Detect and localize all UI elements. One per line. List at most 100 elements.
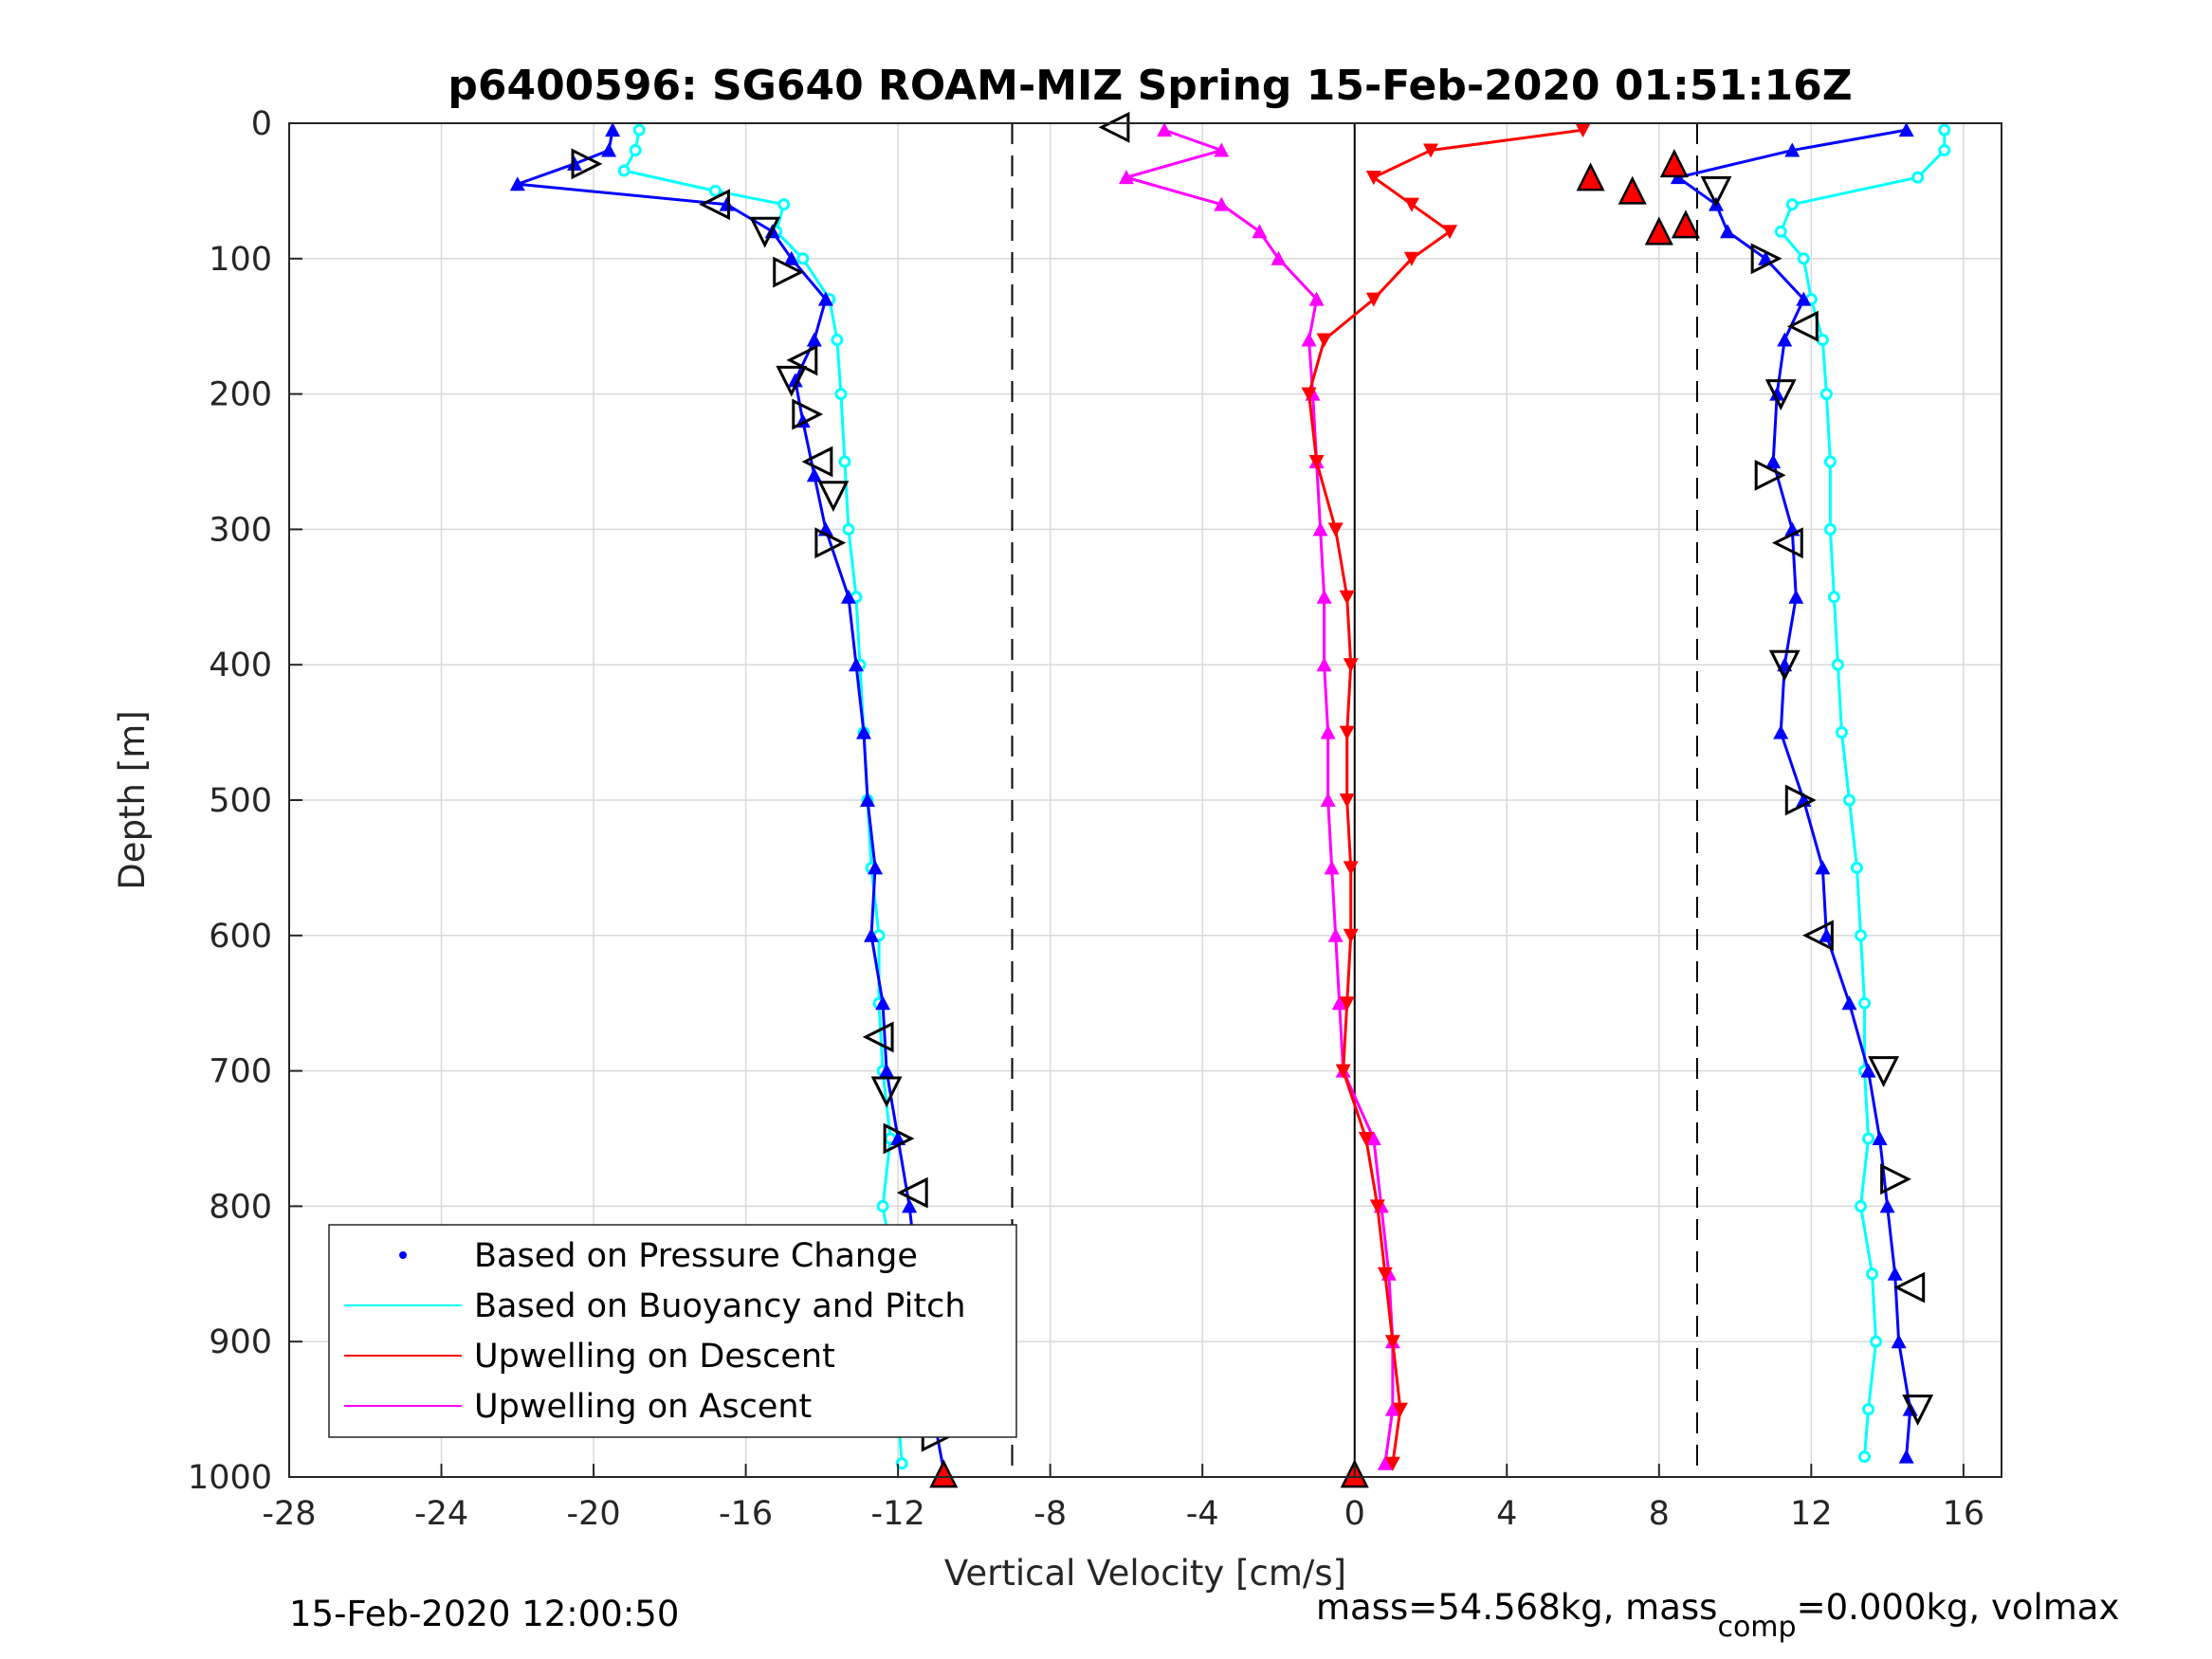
descent-upwelling-point <box>1384 1335 1400 1350</box>
buoyancy-point <box>1785 198 1799 211</box>
legend-label-buoyancy: Based on Buoyancy and Pitch <box>474 1287 966 1325</box>
ascent-upwelling-point <box>1784 142 1801 157</box>
buoyancy-point <box>1855 929 1868 942</box>
legend-swatch-pressure <box>399 1251 407 1259</box>
y-tick-label: 300 <box>209 511 272 549</box>
ascent-upwelling-point <box>1720 224 1736 239</box>
event-marker <box>571 148 603 180</box>
ascent-upwelling-point <box>1765 454 1782 468</box>
buoyancy-point <box>1866 1267 1879 1281</box>
x-axis-label: Vertical Velocity [cm/s] <box>944 1553 1346 1594</box>
event-marker <box>1768 649 1801 682</box>
ascent-upwelling-point <box>1788 589 1804 604</box>
event-marker <box>699 189 730 221</box>
buoyancy-point <box>831 333 844 346</box>
descent-upwelling-point <box>1301 387 1317 402</box>
buoyancy-point <box>1862 1403 1875 1416</box>
event-marker <box>1700 175 1732 208</box>
ascent-upwelling-point <box>1365 1131 1381 1145</box>
buoyancy-point <box>1858 1450 1872 1464</box>
y-axis-label: Depth [m] <box>112 710 153 889</box>
buoyancy-point <box>1850 861 1863 874</box>
x-tick-label: 16 <box>1943 1495 1985 1533</box>
buoyancy-point <box>895 1457 908 1470</box>
event-marker <box>883 1122 915 1155</box>
footer-mass-info: mass=54.568kg, masscomp=0.000kg, volmax <box>1316 1587 2119 1644</box>
ascent-upwelling-point <box>1796 291 1812 306</box>
ascent-upwelling-point <box>1891 1334 1907 1349</box>
y-tick-label: 400 <box>209 647 272 684</box>
event-marker <box>1784 784 1817 816</box>
ascent-upwelling-point <box>1324 860 1340 875</box>
x-tick-label: 0 <box>1344 1495 1365 1533</box>
y-ticks: 0 100 200 300 400 500 600 700 800 900 1000 <box>188 105 302 1497</box>
ascent-upwelling-point <box>1879 1198 1895 1213</box>
legend-label-descent: Upwelling on Descent <box>474 1338 835 1376</box>
ascent-upwelling-point <box>787 373 803 388</box>
ascent-upwelling-point <box>1308 291 1325 306</box>
event-marker <box>1880 1163 1911 1195</box>
ascent-upwelling-point <box>1271 250 1287 265</box>
buoyancy-point <box>1816 333 1829 346</box>
legend-label-pressure: Based on Pressure Change <box>474 1237 918 1275</box>
event-marker <box>1868 1056 1900 1087</box>
descent-upwelling-point <box>1308 455 1325 469</box>
footer-timestamp: 15-Feb-2020 12:00:50 <box>289 1594 679 1634</box>
buoyancy-point <box>617 164 631 177</box>
event-marker <box>792 398 824 430</box>
descent-upwelling-point <box>1365 292 1381 307</box>
event-marker <box>1754 459 1786 491</box>
ascent-upwelling-point <box>875 995 891 1011</box>
y-tick-label: 100 <box>209 241 272 279</box>
y-tick-label: 600 <box>209 918 272 956</box>
ascent-upwelling-point <box>1860 1063 1876 1078</box>
buoyancy-point <box>838 455 851 468</box>
buoyancy-point <box>1870 1335 1883 1348</box>
x-tick-label: -12 <box>871 1495 925 1533</box>
descent-upwelling-point <box>1377 1267 1393 1282</box>
buoyancy-point <box>1938 123 1951 137</box>
event-marker <box>1902 1395 1934 1426</box>
ascent-upwelling-point <box>806 467 822 483</box>
descent-upwelling-point <box>1343 658 1359 673</box>
footer-mass-sub: comp <box>1717 1611 1796 1644</box>
buoyancy-point <box>777 198 791 211</box>
descent-upwelling-point <box>1339 725 1355 740</box>
x-tick-label: 4 <box>1496 1495 1517 1533</box>
ascent-upwelling-point <box>1118 170 1134 185</box>
ascent-upwelling-point <box>1887 1266 1903 1281</box>
descent-upwelling-point <box>1339 793 1355 808</box>
ascent-upwelling-point <box>1758 250 1774 265</box>
x-tick-label: 8 <box>1649 1495 1670 1533</box>
buoyancy-point <box>708 184 722 197</box>
ascent-upwelling-point <box>1252 224 1268 239</box>
descent-upwelling-point <box>1392 1402 1408 1417</box>
ascent-upwelling-point <box>1377 1455 1393 1470</box>
y-tick-label: 800 <box>209 1188 272 1226</box>
ascent-upwelling-point <box>1214 196 1230 211</box>
ascent-upwelling-point <box>1819 927 1835 942</box>
descent-upwelling-point <box>1316 333 1332 348</box>
event-marker <box>773 256 805 288</box>
ascent-upwelling-point <box>1841 995 1857 1011</box>
buoyancy-point <box>1823 455 1837 468</box>
ascent-upwelling-point <box>879 1063 895 1078</box>
red-event-marker <box>1576 162 1605 191</box>
ascent-upwelling-point <box>1773 724 1789 739</box>
buoyancy-point <box>842 522 855 536</box>
ascent-upwelling-point <box>1815 860 1831 875</box>
ascent-upwelling-point <box>848 657 864 672</box>
red-event-marker <box>929 1459 959 1488</box>
buoyancy-point <box>1855 1199 1868 1212</box>
legend: Based on Pressure Change Based on Buoyan… <box>328 1224 1017 1438</box>
y-tick-label: 0 <box>251 105 272 143</box>
ascent-upwelling-point <box>1872 1131 1888 1145</box>
buoyancy-point <box>1858 996 1872 1010</box>
red-event-marker <box>1618 175 1647 205</box>
buoyancy-point <box>876 1199 889 1212</box>
buoyancy-point <box>632 123 646 137</box>
ascent-upwelling-point <box>868 860 884 875</box>
ascent-upwelling-point <box>1157 122 1173 137</box>
event-marker <box>817 481 850 513</box>
y-tick-label: 500 <box>209 782 272 820</box>
